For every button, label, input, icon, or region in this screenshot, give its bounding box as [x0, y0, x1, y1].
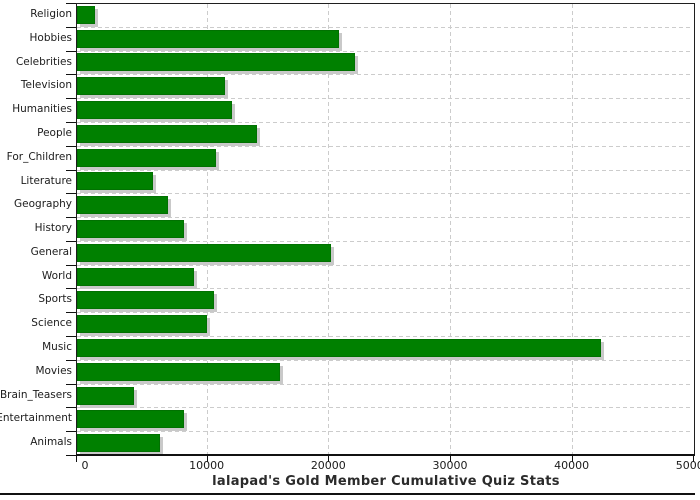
bar-movies — [77, 362, 280, 381]
x-tick-label: 30000 — [432, 459, 468, 472]
y-axis-tick-extension — [76, 456, 77, 462]
category-label: For_Children — [6, 150, 72, 163]
gridline-horizontal — [77, 264, 694, 266]
y-axis-tick — [66, 98, 76, 100]
y-axis-tick — [66, 169, 76, 171]
category-label: Animals — [30, 436, 72, 449]
gridline-horizontal — [77, 50, 694, 52]
y-axis-tick — [66, 383, 76, 385]
y-axis-tick — [66, 312, 76, 314]
gridline-horizontal — [77, 240, 694, 242]
bar-history — [77, 220, 184, 238]
y-axis-tick — [66, 74, 76, 76]
y-axis-tick — [66, 407, 76, 409]
x-axis-line — [76, 454, 695, 456]
gridline-horizontal — [77, 26, 694, 28]
y-axis-tick — [66, 217, 76, 219]
gridline-horizontal — [77, 145, 694, 147]
bar-humanities — [77, 101, 233, 120]
y-axis-tick — [66, 145, 76, 147]
category-label: World — [41, 269, 72, 282]
bar-celebrities — [77, 53, 356, 72]
bar-sports — [77, 291, 214, 310]
category-label: Movies — [35, 364, 72, 377]
category-label: Sports — [38, 293, 72, 306]
category-label: Humanities — [12, 103, 72, 116]
bar-religion — [77, 5, 95, 24]
y-axis-tick — [66, 193, 76, 195]
category-label: Science — [31, 317, 72, 330]
bar-music — [77, 338, 601, 357]
category-label: People — [37, 126, 72, 139]
y-axis-tick — [66, 288, 76, 290]
x-tick-label: 10000 — [189, 459, 225, 472]
gridline-horizontal — [77, 288, 694, 290]
bar-animals — [77, 434, 161, 453]
gridline-horizontal — [77, 169, 694, 171]
gridline-vertical — [449, 4, 451, 454]
category-label: Entertainment — [0, 412, 72, 425]
gridline-horizontal — [77, 407, 694, 409]
category-label: Religion — [30, 8, 72, 20]
category-label: Brain_Teasers — [0, 388, 72, 401]
gridline-horizontal — [77, 336, 694, 338]
bar-hobbies — [77, 29, 340, 48]
y-axis-tick — [66, 264, 76, 266]
y-axis-tick — [66, 455, 76, 456]
bar-for_children — [77, 148, 217, 167]
category-label: Celebrities — [15, 55, 72, 68]
gridline-vertical — [206, 4, 208, 454]
x-tick-label: 20000 — [310, 459, 346, 472]
x-axis-tick — [328, 455, 330, 462]
gridline-horizontal — [77, 383, 694, 385]
category-label: Geography — [14, 198, 72, 211]
category-label: General — [30, 245, 72, 258]
y-axis-tick — [66, 50, 76, 52]
y-axis-tick — [66, 26, 76, 28]
y-axis-tick — [66, 121, 76, 123]
category-label: History — [34, 222, 72, 235]
x-axis-tick — [206, 455, 208, 462]
gridline-vertical — [571, 4, 573, 454]
bar-general — [77, 243, 331, 262]
x-tick-label: 40000 — [554, 459, 590, 472]
gridline-horizontal — [77, 74, 694, 76]
gridline-vertical — [328, 4, 330, 454]
bar-entertainment — [77, 410, 184, 429]
bar-science — [77, 315, 207, 334]
bottom-divider-line — [0, 493, 695, 495]
y-axis-tick — [66, 3, 76, 4]
bar-literature — [77, 172, 154, 191]
y-axis-tick — [66, 359, 76, 361]
bar-geography — [77, 196, 168, 215]
x-axis-tick — [693, 455, 695, 462]
bar-television — [77, 77, 225, 96]
x-tick-label: 0 — [81, 459, 89, 472]
x-axis-tick — [571, 455, 573, 462]
y-axis-tick — [66, 336, 76, 338]
gridline-horizontal — [77, 431, 694, 433]
category-label: Music — [42, 341, 72, 354]
category-label: Literature — [20, 174, 72, 187]
y-axis-tick — [66, 240, 76, 242]
x-axis-tick — [449, 455, 451, 462]
bar-brain_teasers — [77, 386, 134, 405]
gridline-horizontal — [77, 359, 694, 361]
category-label: Hobbies — [29, 31, 73, 44]
gridline-horizontal — [77, 217, 694, 219]
gridline-horizontal — [77, 312, 694, 314]
gridline-horizontal — [77, 121, 694, 123]
y-axis-tick — [66, 431, 76, 433]
bar-world — [77, 267, 195, 286]
gridline-horizontal — [77, 193, 694, 195]
category-label: Television — [20, 79, 72, 92]
bar-people — [77, 124, 257, 143]
chart-title: lalapad's Gold Member Cumulative Quiz St… — [212, 474, 560, 489]
x-tick-label: 50000 — [675, 459, 700, 472]
gridline-horizontal — [77, 98, 694, 100]
